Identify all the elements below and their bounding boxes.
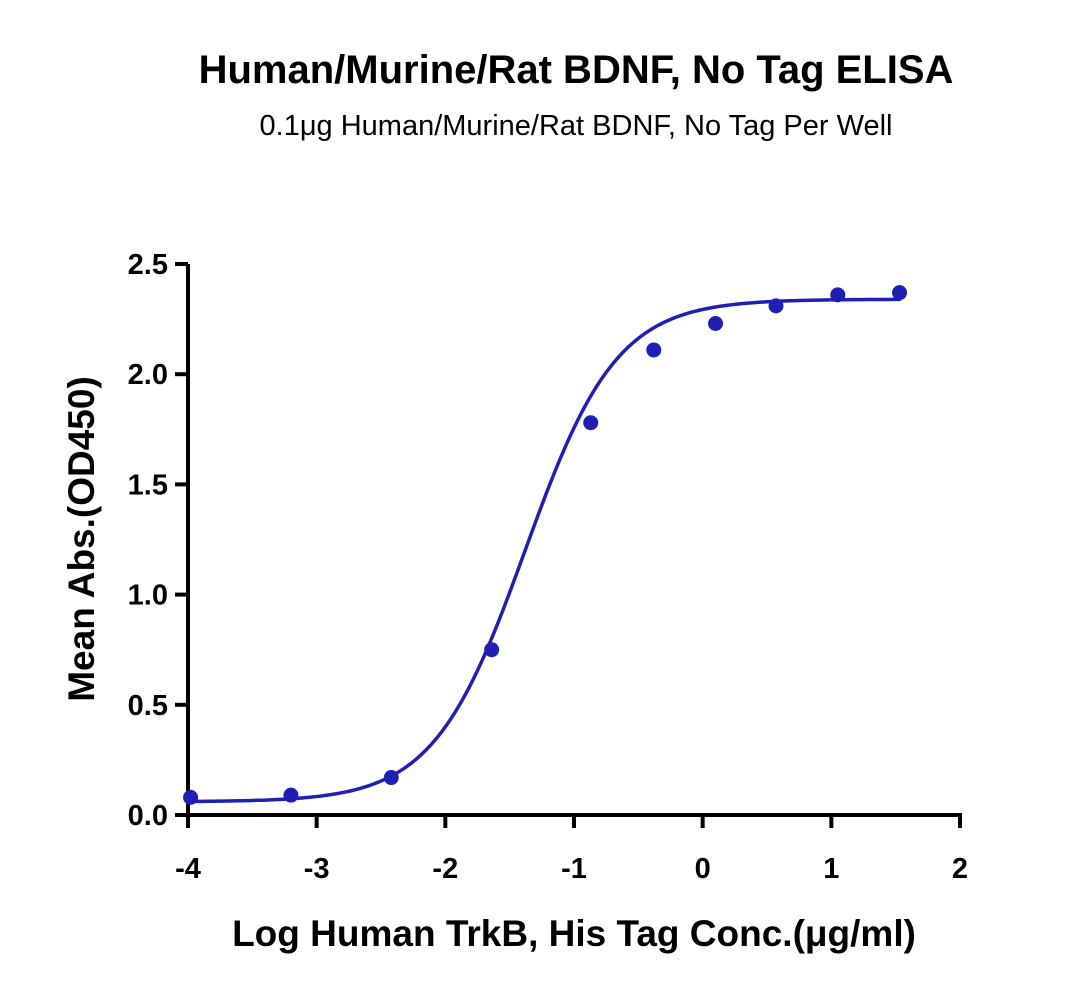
data-point: [708, 316, 724, 332]
data-point: [768, 298, 784, 314]
x-tick-label: -1: [561, 853, 587, 885]
data-points-layer: [183, 285, 908, 805]
data-point: [830, 287, 846, 303]
x-tick-label: 2: [952, 853, 968, 885]
x-axis-title: Log Human TrkB, His Tag Conc.(μg/ml): [232, 913, 916, 954]
y-tick-label: 1.0: [128, 580, 168, 612]
data-point: [892, 285, 908, 301]
chart-subtitle: 0.1μg Human/Murine/Rat BDNF, No Tag Per …: [259, 110, 893, 142]
x-tick-label: -3: [304, 853, 330, 885]
x-tick-label: -2: [432, 853, 458, 885]
y-tick-label: 0.5: [128, 690, 168, 722]
data-point: [183, 789, 199, 805]
data-point: [484, 642, 500, 658]
data-point: [383, 770, 399, 786]
y-tick-label: 2.0: [128, 359, 168, 391]
chart-title: Human/Murine/Rat BDNF, No Tag ELISA: [198, 48, 954, 92]
y-tick-label: 1.5: [128, 469, 168, 501]
data-point: [283, 787, 299, 803]
x-tick-label: -4: [175, 853, 201, 885]
y-axis-title: Mean Abs.(OD450): [61, 376, 102, 702]
axes: 0.0 0.5 1.0 1.5 2.0 2.5 -4 -3 -2 -1 0 1 2: [128, 249, 968, 885]
fit-curve-layer: [188, 297, 902, 804]
data-point: [646, 342, 662, 358]
y-tick-label: 2.5: [128, 249, 168, 281]
data-point: [583, 415, 599, 431]
y-tick-label: 0.0: [128, 800, 168, 832]
x-tick-label: 0: [695, 853, 711, 885]
fit-curve: [188, 297, 902, 804]
x-tick-label: 1: [823, 853, 839, 885]
